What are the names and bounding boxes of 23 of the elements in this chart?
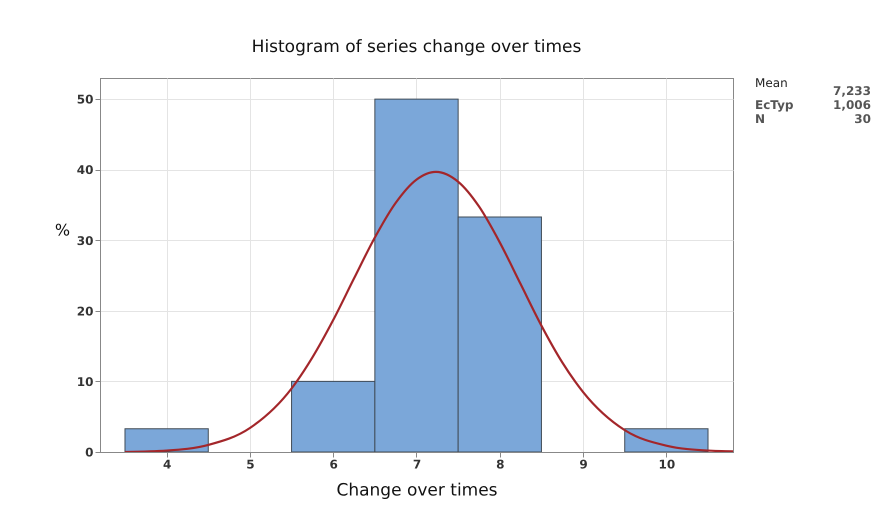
text: 7,233 <box>832 84 871 98</box>
text: Mean <box>755 76 789 92</box>
x-tick-label: 8 <box>496 458 504 472</box>
y-axis-title: % <box>54 220 70 240</box>
x-tick-label: 7 <box>412 458 422 472</box>
text: 1,006 <box>832 98 871 112</box>
y-tick-label: 40 <box>76 163 94 178</box>
y-tick-label: 0 <box>85 446 94 460</box>
x-axis-title: Change over times <box>336 480 498 500</box>
line-series <box>124 170 733 452</box>
y-tick-label: 30 <box>76 234 94 248</box>
y-tick-label: 20 <box>76 304 94 318</box>
text: N <box>755 112 766 126</box>
text: EcTyp <box>755 98 794 112</box>
y-tick-label: 10 <box>76 374 94 389</box>
text: 30 <box>853 112 871 126</box>
x-tick-label: 4 <box>162 458 172 472</box>
chart-title: Histogram of series change over times <box>252 37 582 57</box>
x-tick-label: 6 <box>330 458 338 472</box>
x-tick-label: 9 <box>579 458 588 472</box>
x-tick-label: 5 <box>246 458 255 472</box>
x-tick-label: 10 <box>658 458 676 472</box>
y-tick-label: 50 <box>76 92 94 107</box>
